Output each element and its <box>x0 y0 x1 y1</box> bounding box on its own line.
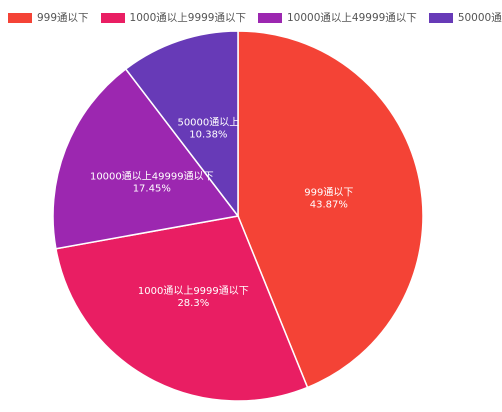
legend-swatch <box>8 12 32 23</box>
slice-label: 10000通以上49999通以下 <box>90 171 214 183</box>
slice-label: 999通以下 <box>304 186 353 198</box>
pie-slice <box>52 67 240 250</box>
pie-slice <box>124 30 239 219</box>
legend: 999通以下 1000通以上9999通以下 10000通以上49999通以下 5000… <box>8 10 502 25</box>
slice-value: 10.38% <box>189 129 227 140</box>
slice-label: 50000通以上 <box>177 116 239 128</box>
legend-label: 1000通以上9999通以下 <box>129 12 246 24</box>
pie-slice <box>55 215 309 402</box>
slice-label: 1000通以上9999通以下 <box>138 285 249 297</box>
legend-label: 999通以下 <box>37 12 89 24</box>
legend-item[interactable]: 1000通以上9999通以下 <box>100 10 246 25</box>
legend-item[interactable]: 10000通以上49999通以下 <box>258 10 417 25</box>
slice-value: 17.45% <box>133 184 171 195</box>
legend-swatch <box>258 12 282 23</box>
legend-item[interactable]: 999通以下 <box>8 10 89 25</box>
legend-label: 50000通以上 <box>457 12 502 24</box>
pie-slice <box>237 30 424 389</box>
slice-value: 43.87% <box>310 199 348 210</box>
legend-swatch <box>428 12 453 23</box>
legend-swatch <box>100 12 125 23</box>
slice-value: 28.3% <box>177 298 209 309</box>
legend-item[interactable]: 50000通以上 <box>428 10 502 25</box>
legend-label: 10000通以上49999通以下 <box>287 12 417 24</box>
